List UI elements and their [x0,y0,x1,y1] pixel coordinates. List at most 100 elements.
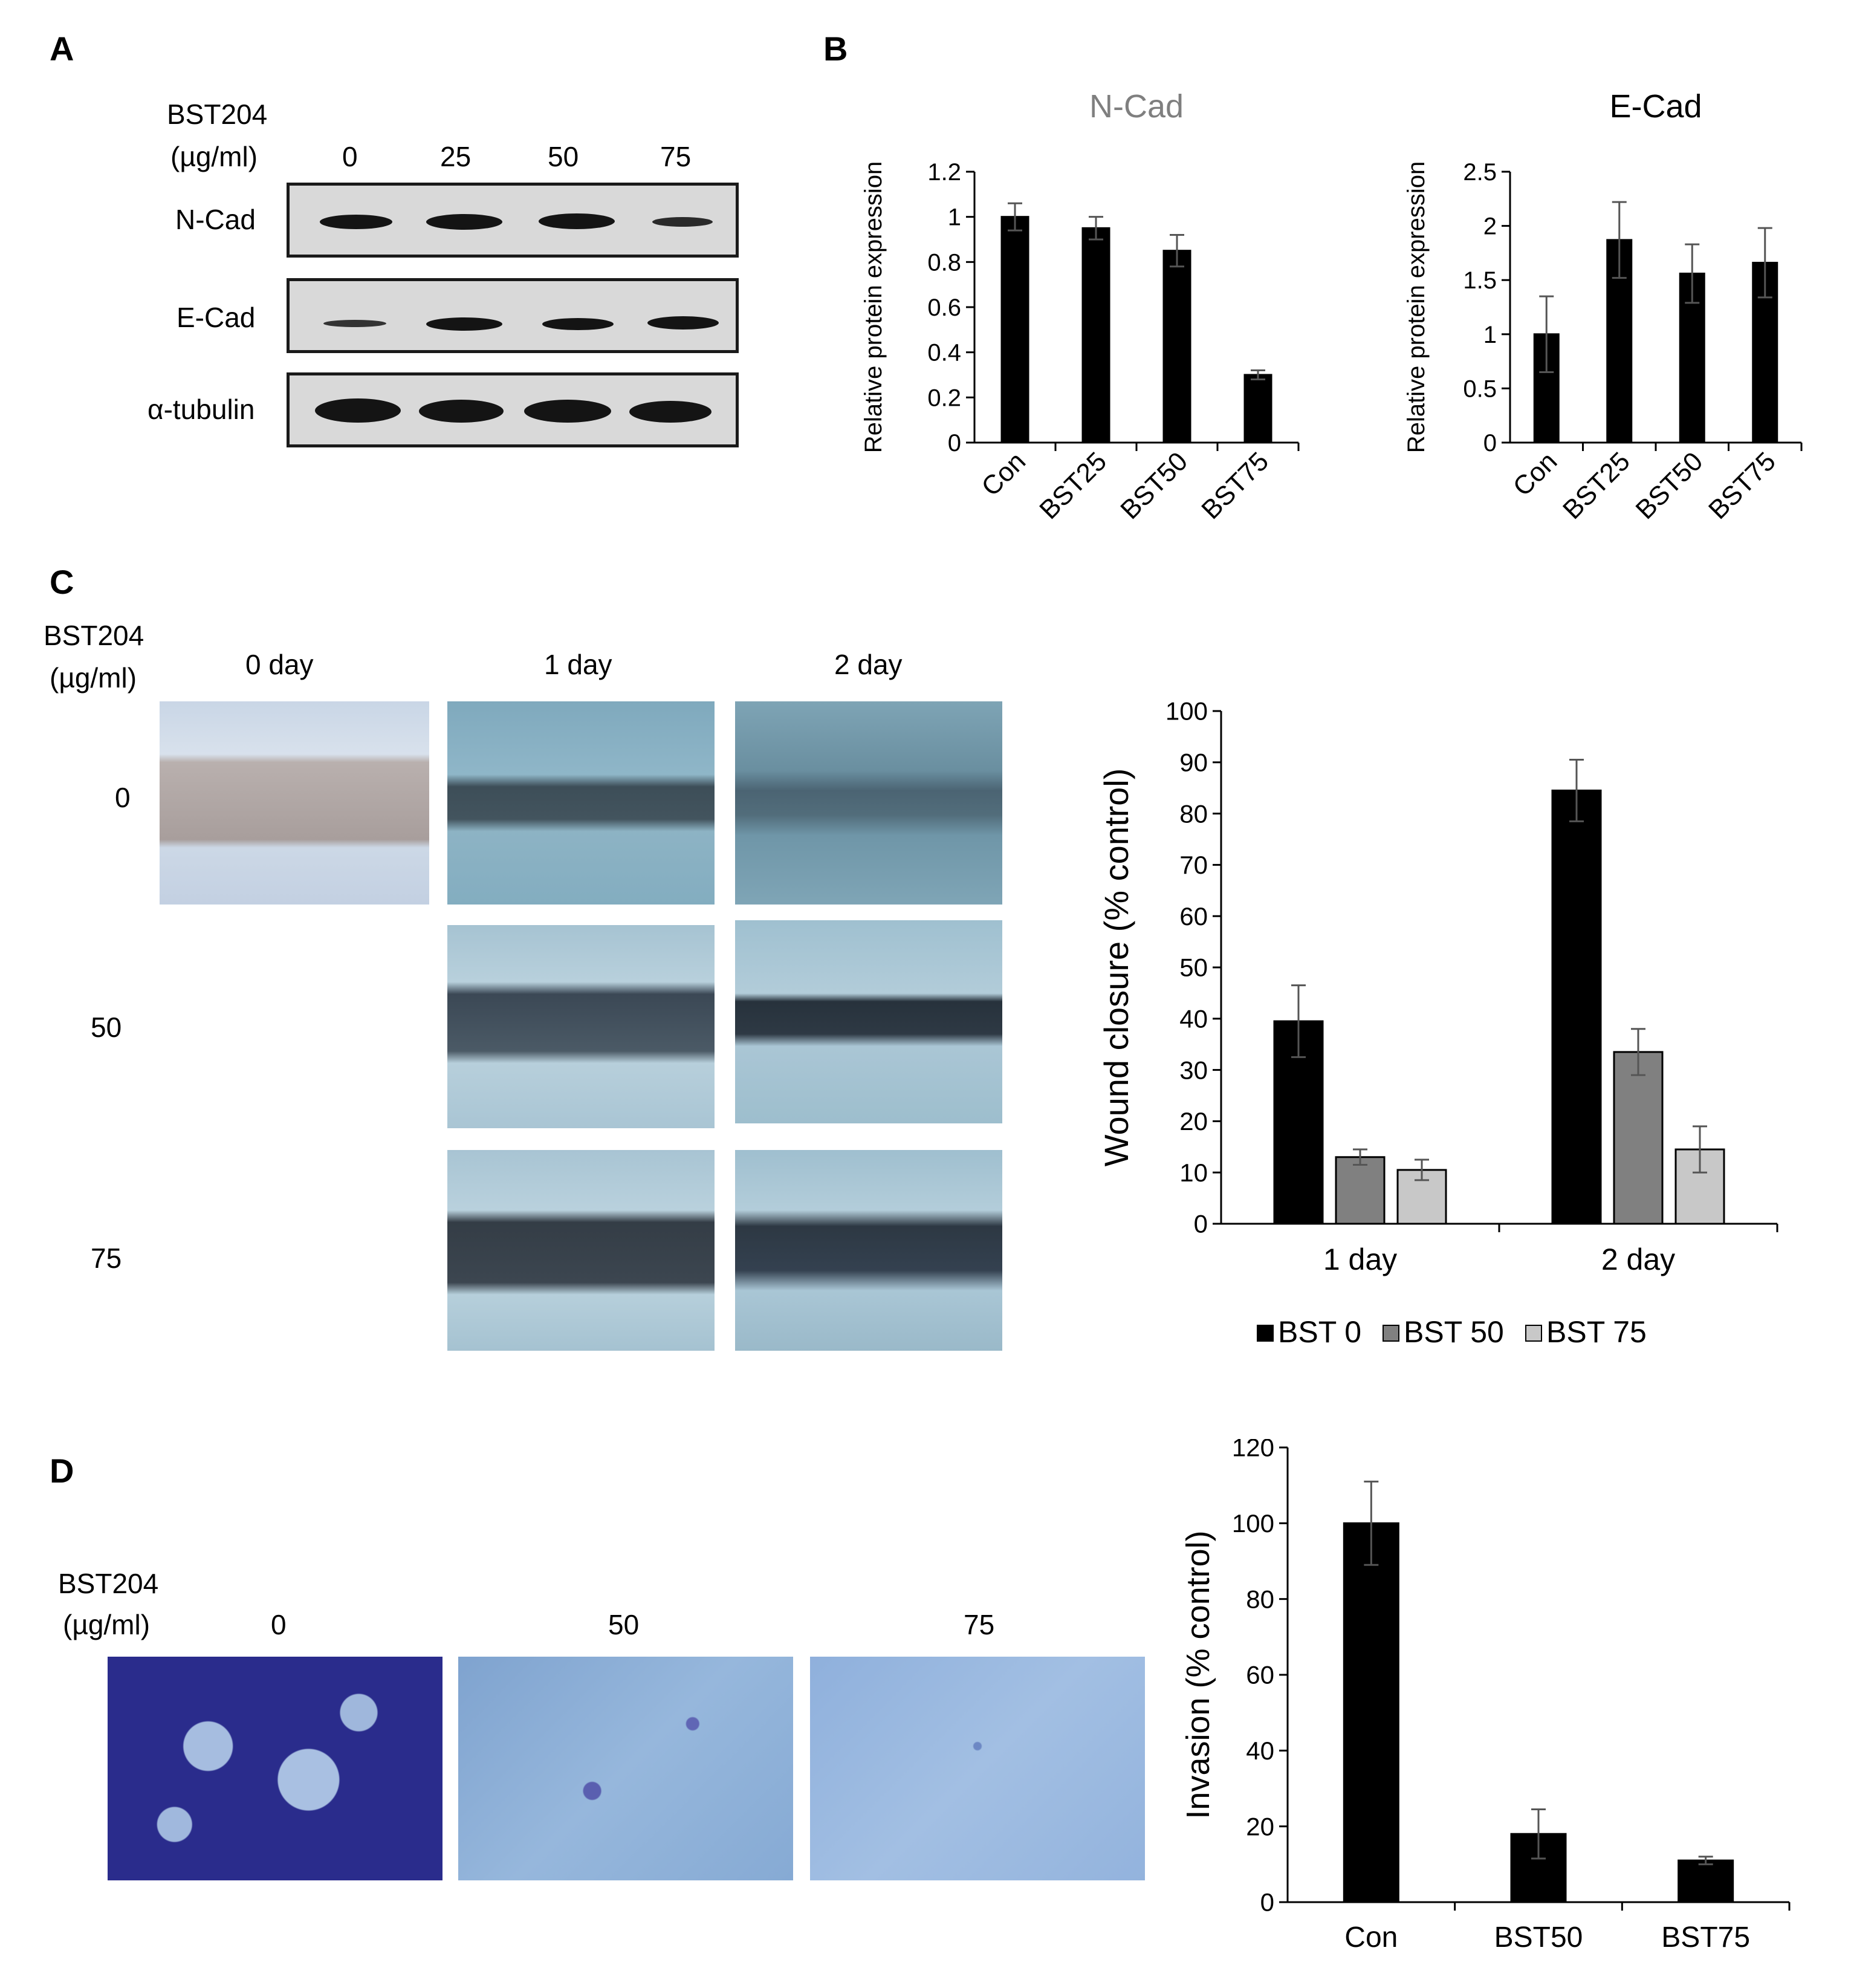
blot-strip-alpha-tubulin [287,372,739,447]
wound-day-label: 1 day [544,649,612,680]
panel-label-b: B [823,30,848,68]
x-tick-label: Con [1508,446,1563,502]
blot-row-label: E-Cad [177,302,256,333]
y-tick-label: 1.2 [927,159,961,186]
invasion-treatment-label: BST204 [58,1568,159,1599]
blot-band [315,398,401,423]
x-tick-label: BST50 [1494,1921,1583,1954]
y-tick-label: 0 [948,430,961,456]
blot-row-label: N-Cad [175,204,256,235]
wound-dose-label: 0 [115,782,131,813]
x-tick-label: BST75 [1703,446,1781,525]
blot-dose-label: 75 [660,141,692,172]
invasion-bar-chart: 0 20 40 60 80 100 120 Invasion (% control) Con BS… [1180,1439,1791,1954]
x-tick-label: BST50 [1630,446,1709,525]
y-axis-label: Invasion (% control) [1180,1530,1216,1819]
panel-label-c: C [50,563,74,601]
y-tick-label: 0.8 [927,249,961,276]
legend-swatch [1383,1325,1399,1342]
y-tick-label: 90 [1179,749,1208,777]
chart-title: E-Cad [1609,88,1702,125]
y-axis-label: Wound closure (% control) [1097,768,1135,1167]
blot-band [426,317,502,331]
wound-micrograph-day1-dose50 [447,925,715,1128]
bar [1678,1859,1734,1903]
legend-swatch [1257,1325,1274,1342]
x-tick-label: Con [976,446,1031,502]
y-tick-label: 0 [1483,430,1497,456]
blot-band [426,214,502,230]
y-tick-label: 20 [1246,1812,1274,1840]
invasion-micrograph-dose0 [108,1657,442,1880]
y-tick-label: 1 [1483,322,1497,348]
invasion-dose-label: 0 [271,1609,287,1640]
bar [1613,1051,1664,1225]
panel-label-a: A [50,30,74,68]
x-tick-label: BST25 [1034,446,1112,525]
wound-micrograph-day2-dose75 [735,1150,1002,1351]
blot-dose-label: 50 [548,141,579,172]
bar [1243,374,1272,444]
invasion-dose-label: 75 [964,1609,995,1640]
wound-micrograph-day1-dose75 [447,1150,715,1351]
legend-label: BST 50 [1404,1315,1504,1349]
wound-treatment-label: BST204 [44,620,144,651]
wound-micrograph-day2-dose50 [735,920,1002,1123]
blot-band [542,318,614,330]
chart-title: N-Cad [1089,88,1184,125]
blot-band [539,213,615,229]
blot-band [652,217,713,227]
blot-band [524,400,611,423]
y-tick-label: 70 [1179,851,1208,879]
wound-micrograph-day2-dose0 [735,701,1002,905]
wound-closure-bar-chart: 0 10 20 30 40 50 60 70 80 90 100 Wound closure (% c… [1097,697,1778,1349]
blot-strip-n-cad [287,183,739,258]
panel-label-d: D [50,1452,74,1490]
y-tick-label: 0 [1194,1210,1208,1238]
y-tick-label: 60 [1179,902,1208,931]
x-tick-label: Con [1344,1921,1398,1954]
blot-strip-e-cad [287,278,739,353]
blot-band [419,400,504,423]
y-tick-label: 0 [1260,1888,1274,1917]
bar [1335,1156,1386,1225]
legend-label: BST 0 [1278,1315,1361,1349]
y-tick-label: 40 [1246,1736,1274,1765]
y-tick-label: 100 [1232,1509,1274,1538]
n-cad-bar-chart: 0 0.2 0.4 0.6 0.8 1 1.2 Relative protein expres… [860,88,1300,525]
y-tick-label: 0.5 [1463,375,1497,402]
wound-day-label: 0 day [245,649,314,680]
x-tick-label: BST75 [1661,1921,1750,1954]
invasion-unit-label: (µg/ml) [63,1609,151,1640]
blot-dose-label: 25 [440,141,472,172]
wound-micrograph-day1-dose0 [447,701,715,905]
wound-micrograph-day0-dose0 [160,701,429,905]
y-tick-label: 10 [1179,1158,1208,1187]
blot-dose-label: 0 [342,141,358,172]
invasion-dose-label: 50 [608,1609,640,1640]
y-tick-label: 0.6 [927,294,961,321]
wound-dose-label: 50 [91,1012,122,1043]
y-tick-label: 80 [1179,799,1208,828]
y-tick-label: 30 [1179,1056,1208,1084]
y-tick-label: 0.4 [927,340,961,366]
y-tick-label: 80 [1246,1585,1274,1613]
blot-row-label: α-tubulin [147,394,255,425]
y-tick-label: 1.5 [1463,267,1497,294]
x-tick-label: 2 day [1601,1242,1675,1276]
y-tick-label: 2.5 [1463,159,1497,186]
y-tick-label: 0.2 [927,385,961,411]
bar [1551,789,1602,1225]
x-tick-label: 1 day [1323,1242,1397,1276]
y-tick-label: 20 [1179,1107,1208,1135]
blot-band [320,215,392,229]
wound-unit-label: (µg/ml) [50,662,137,694]
y-tick-label: 40 [1179,1005,1208,1033]
x-tick-label: BST50 [1115,446,1193,525]
blot-treatment-label: BST204 [167,99,268,130]
wound-day-label: 2 day [834,649,903,680]
e-cad-bar-chart: 0 0.5 1 1.5 2 2.5 Relative protein expression E… [1403,88,1803,525]
bar [1343,1522,1399,1903]
blot-band [629,401,712,423]
y-tick-label: 120 [1232,1439,1274,1462]
